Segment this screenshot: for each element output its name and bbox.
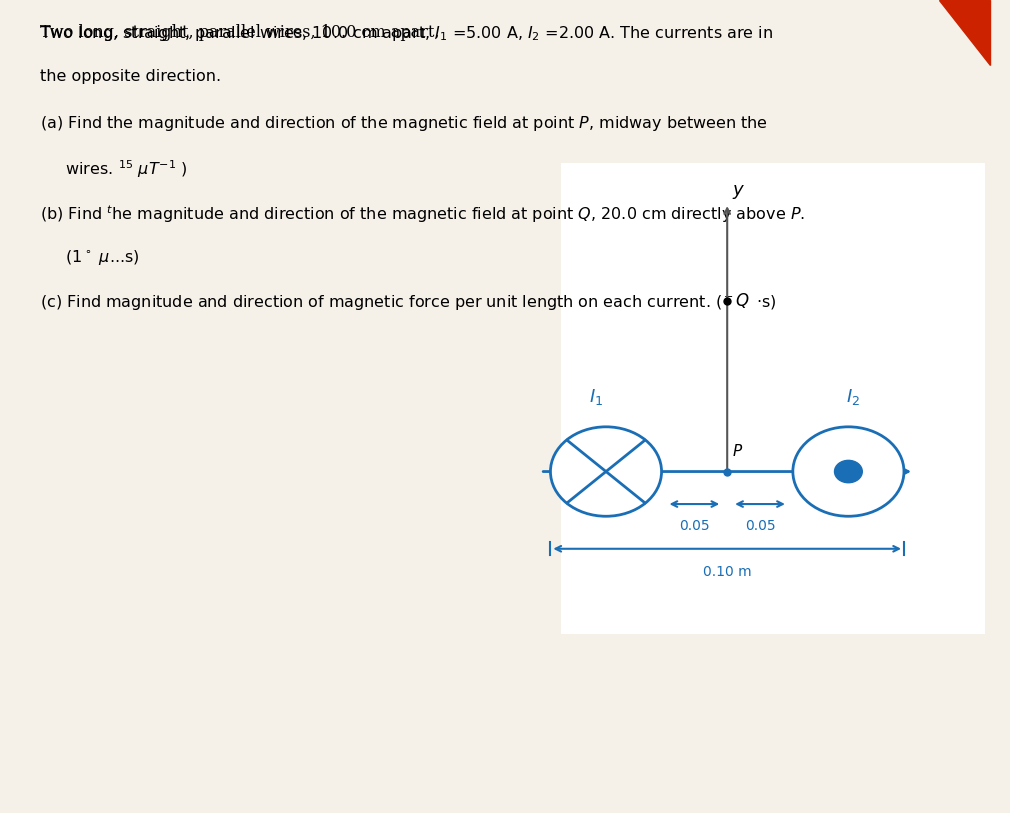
Circle shape bbox=[793, 427, 904, 516]
Circle shape bbox=[834, 460, 863, 483]
Text: 0.05: 0.05 bbox=[744, 519, 776, 533]
Text: Q: Q bbox=[735, 292, 748, 310]
Circle shape bbox=[550, 427, 662, 516]
FancyBboxPatch shape bbox=[561, 163, 985, 634]
Text: 0.05: 0.05 bbox=[679, 519, 710, 533]
Text: the opposite direction.: the opposite direction. bbox=[40, 69, 221, 84]
Text: (b) Find $^t$he magnitude and direction of the magnetic field at point $Q$, 20.0: (b) Find $^t$he magnitude and direction … bbox=[40, 203, 805, 225]
Text: $I_2$: $I_2$ bbox=[846, 386, 861, 406]
Text: (c) Find magnitude and direction of magnetic force per unit length on each curre: (c) Find magnitude and direction of magn… bbox=[40, 293, 777, 311]
Text: $I_1$: $I_1$ bbox=[589, 386, 603, 406]
Text: ($1^\circ$ $\mu$...s): ($1^\circ$ $\mu$...s) bbox=[40, 248, 140, 267]
Text: P: P bbox=[732, 445, 741, 459]
Text: Two long, straight, parallel wires, 10.0 cm apart,: Two long, straight, parallel wires, 10.0… bbox=[40, 24, 445, 41]
Text: wires. $^{15}$ $\mu T^{-1}$ ): wires. $^{15}$ $\mu T^{-1}$ ) bbox=[40, 159, 188, 180]
Text: Two long, straight, parallel wires, 10.0 cm apart, $I_1$ =5.00 A, $I_2$ =2.00 A.: Two long, straight, parallel wires, 10.0… bbox=[40, 24, 774, 43]
Text: 0.10 m: 0.10 m bbox=[703, 565, 751, 579]
Text: (a) Find the magnitude and direction of the magnetic field at point $P$, midway : (a) Find the magnitude and direction of … bbox=[40, 114, 769, 133]
Text: y: y bbox=[732, 181, 743, 199]
Polygon shape bbox=[939, 0, 990, 65]
